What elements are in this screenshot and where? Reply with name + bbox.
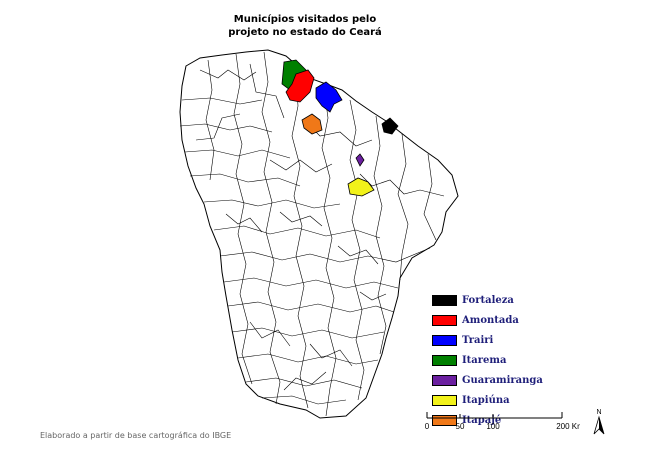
legend-label: Itapiúna [462, 394, 510, 406]
scale-tick-100: 100 [486, 422, 500, 430]
legend-label: Trairi [462, 334, 494, 346]
legend-item-fortaleza: Fortaleza [432, 290, 543, 310]
municipality-amontada [285, 69, 315, 103]
map-title-line2: projeto no estado do Ceará [228, 27, 382, 38]
legend-swatch [432, 314, 457, 326]
legend-swatch [432, 414, 457, 426]
map-legend: Fortaleza Amontada Trairi Itarema Guaram… [432, 290, 543, 430]
legend-label: Itapajé [462, 414, 502, 426]
legend-label: Guaramiranga [462, 374, 543, 386]
scale-tick-200: 200 Km [556, 422, 580, 430]
municipality-trairi [315, 81, 343, 113]
municipality-guaramiranga [355, 153, 365, 167]
municipality-itapiuna [347, 177, 375, 197]
legend-item-itapaje: Itapajé [432, 410, 543, 430]
legend-swatch [432, 334, 457, 346]
legend-label: Amontada [462, 314, 519, 326]
legend-label: Fortaleza [462, 294, 514, 306]
map-title: Municípios visitados pelo projeto no est… [190, 13, 420, 39]
map-credit: Elaborado a partir de base cartográfica … [40, 431, 232, 440]
legend-swatch [432, 374, 457, 386]
legend-item-amontada: Amontada [432, 310, 543, 330]
north-label: N [596, 409, 601, 416]
legend-swatch [432, 394, 457, 406]
scale-bar: 0 50 100 200 Km [425, 412, 580, 430]
scale-tick-0: 0 [425, 422, 430, 430]
scale-tick-50: 50 [456, 422, 465, 430]
legend-item-guaramiranga: Guaramiranga [432, 370, 543, 390]
north-arrow-icon: N [593, 409, 605, 435]
legend-swatch [432, 354, 457, 366]
legend-item-trairi: Trairi [432, 330, 543, 350]
municipal-boundaries [179, 51, 445, 417]
legend-label: Itarema [462, 354, 507, 366]
legend-item-itapiuna: Itapiúna [432, 390, 543, 410]
legend-swatch [432, 294, 457, 306]
municipality-itapaje [301, 113, 323, 135]
legend-item-itarema: Itarema [432, 350, 543, 370]
municipality-fortaleza [381, 117, 399, 135]
map-title-line1: Municípios visitados pelo [233, 14, 377, 25]
